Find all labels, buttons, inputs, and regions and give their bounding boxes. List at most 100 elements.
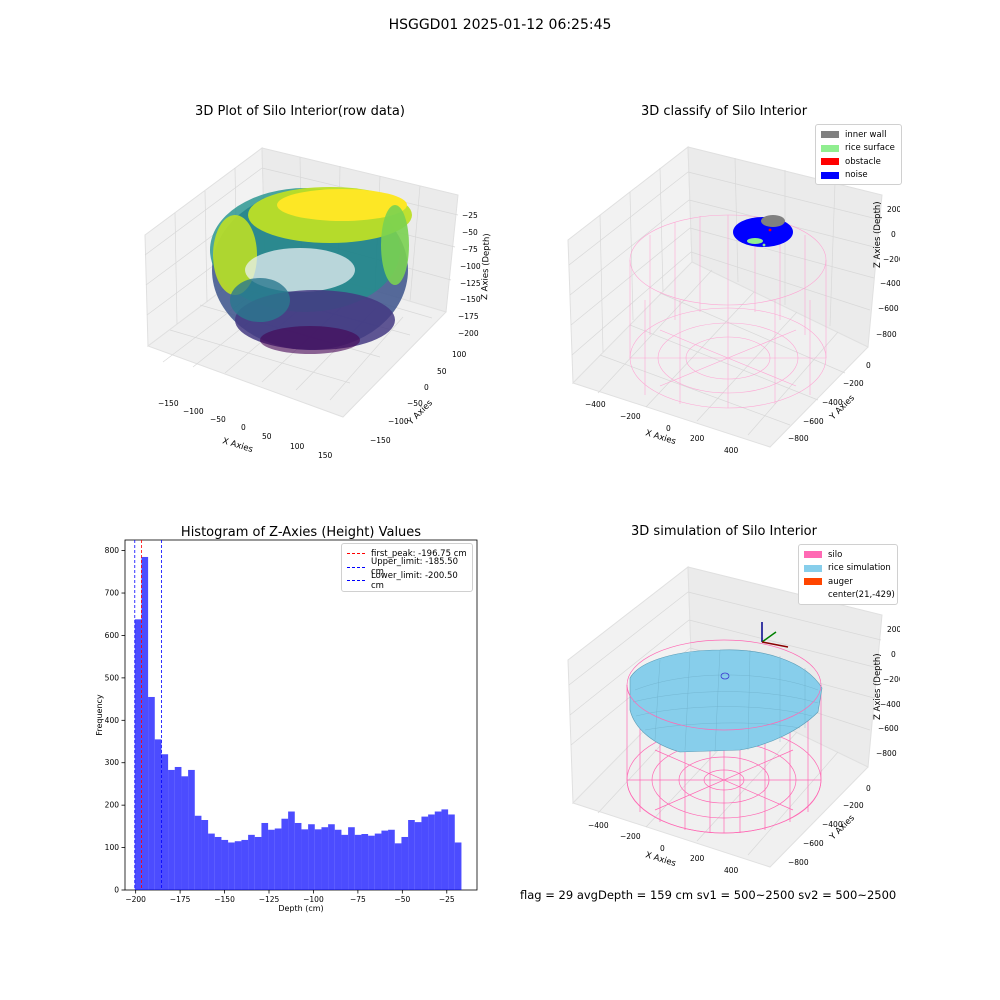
histogram-y-label: Frequency xyxy=(95,694,104,736)
raw-xtick: −150 xyxy=(158,399,179,408)
sim-ztick: −200 xyxy=(883,675,900,684)
sim-xtick: −200 xyxy=(620,832,641,841)
histogram-ytick-label: 600 xyxy=(105,631,120,640)
raw-ytick: −50 xyxy=(407,399,423,408)
classify-xtick: 200 xyxy=(690,434,705,443)
raw-x-label: X Axies xyxy=(221,436,254,455)
histogram-x-label: Depth (cm) xyxy=(278,904,323,913)
raw-point-cloud xyxy=(210,187,412,354)
raw-y-ticks: 100 50 0 −50 −100 −150 xyxy=(370,350,467,445)
legend-item-noise: noise xyxy=(821,169,896,183)
raw-xtick: −100 xyxy=(183,407,204,416)
legend-item-first-peak: first_peak: -196.75 cm xyxy=(347,547,467,561)
sim-silo-front xyxy=(626,684,822,834)
histogram-bar xyxy=(394,843,402,890)
histogram-bar xyxy=(148,696,155,890)
classify-xtick: −400 xyxy=(585,400,606,409)
histogram-bar xyxy=(308,824,315,890)
histogram-bar xyxy=(328,824,335,890)
sim-plot-title: 3D simulation of Silo Interior xyxy=(631,524,817,539)
histogram-xtick-label: −50 xyxy=(394,895,410,904)
classify-ztick: −600 xyxy=(878,304,899,313)
sim-ztick: −800 xyxy=(876,749,897,758)
histogram-bar xyxy=(321,827,329,890)
sim-xtick: 0 xyxy=(660,844,665,853)
classify-ytick: −200 xyxy=(843,379,864,388)
histogram-ytick-label: 700 xyxy=(105,589,120,598)
histogram-bar xyxy=(234,841,242,890)
sim-x-label: X Axies xyxy=(644,850,677,869)
histogram-bar xyxy=(241,839,249,890)
sim-ytick: −800 xyxy=(788,858,809,867)
histogram-title: Histogram of Z-Axies (Height) Values xyxy=(181,525,421,540)
classify-plot-3d: −400 −200 0 200 400 X Axies 0 −200 −400 … xyxy=(567,146,900,455)
classify-z-ticks: 200 0 −200 −400 −600 −800 xyxy=(876,205,900,339)
histogram-bar xyxy=(334,829,342,890)
histogram-xtick-label: −175 xyxy=(170,895,191,904)
raw-ztick: −50 xyxy=(462,228,478,237)
classify-ytick: 0 xyxy=(866,361,871,370)
histogram-bar xyxy=(341,834,349,890)
histogram-chart: Histogram of Z-Axies (Height) Values −20… xyxy=(95,525,478,913)
histogram-ytick-label: 400 xyxy=(105,716,120,725)
raw-z-ticks: −25 −50 −75 −100 −125 −150 −175 −200 xyxy=(458,211,481,338)
classify-x-ticks: −400 −200 0 200 400 xyxy=(585,400,739,455)
raw-xtick: 50 xyxy=(262,432,272,441)
raw-ztick: −200 xyxy=(458,329,479,338)
sim-legend: silo rice simulation auger center(21,-42… xyxy=(798,544,898,605)
classify-xtick: −200 xyxy=(620,412,641,421)
histogram-ytick-label: 800 xyxy=(105,546,120,555)
histogram-bar xyxy=(174,766,182,890)
classify-xtick: 400 xyxy=(724,446,739,455)
histogram-bar xyxy=(421,816,429,890)
histogram-bar xyxy=(381,830,389,890)
histogram-bar xyxy=(268,829,275,890)
histogram-legend: first_peak: -196.75 cm Upper_limit: -185… xyxy=(341,543,473,592)
histogram-bar xyxy=(261,822,269,890)
raw-ytick: 50 xyxy=(437,367,447,376)
status-line: flag = 29 avgDepth = 159 cm sv1 = 500~25… xyxy=(520,888,897,902)
classify-points xyxy=(733,215,793,247)
histogram-bar xyxy=(254,836,262,890)
histogram-bar xyxy=(361,834,369,890)
raw-plot-3d: −150 −100 −50 0 50 100 150 X Axies 100 5… xyxy=(144,147,492,460)
raw-xtick: 150 xyxy=(318,451,333,460)
histogram-bar xyxy=(208,833,215,890)
raw-ztick: −150 xyxy=(460,295,481,304)
sim-ytick: −200 xyxy=(843,801,864,810)
raw-z-label: Z Axies (Depth) xyxy=(480,233,492,300)
sim-xtick: 200 xyxy=(690,854,705,863)
raw-ztick: −125 xyxy=(460,279,481,288)
sim-z-ticks: 200 0 −200 −400 −600 −800 xyxy=(876,625,900,758)
raw-ztick: −25 xyxy=(462,211,478,220)
raw-ztick: −175 xyxy=(458,312,479,321)
sim-ztick: −400 xyxy=(880,700,900,709)
classify-ztick: −400 xyxy=(880,279,900,288)
legend-item-silo: silo xyxy=(804,548,892,562)
histogram-bar xyxy=(301,829,309,890)
histogram-bar xyxy=(414,822,422,890)
classify-ytick: −400 xyxy=(822,398,843,407)
legend-item-center: center(21,-429) xyxy=(828,590,895,601)
sim-rice-mesh xyxy=(632,649,819,753)
legend-item-rice-simulation: rice simulation xyxy=(804,562,892,576)
raw-x-ticks: −150 −100 −50 0 50 100 150 xyxy=(158,399,333,460)
histogram-x-ticks: −200 −175 −150 −125 −100 −75 −50 −25 xyxy=(125,890,455,904)
sim-x-ticks: −400 −200 0 200 400 xyxy=(588,821,739,875)
classify-ztick: 0 xyxy=(891,230,896,239)
raw-ztick: −75 xyxy=(462,245,478,254)
sim-ytick: −400 xyxy=(822,820,843,829)
histogram-bar xyxy=(288,811,295,890)
histogram-bar xyxy=(228,842,235,890)
classify-ztick: −200 xyxy=(883,255,900,264)
histogram-bar xyxy=(201,820,209,890)
histogram-bar xyxy=(368,835,375,890)
histogram-bar xyxy=(168,769,175,890)
raw-xtick: −50 xyxy=(210,415,226,424)
classify-ytick: −800 xyxy=(788,434,809,443)
sim-ztick: 200 xyxy=(887,625,900,634)
legend-item-inner-wall: inner wall xyxy=(821,128,896,142)
histogram-xtick-label: −100 xyxy=(303,895,324,904)
raw-ytick: −100 xyxy=(388,417,409,426)
classify-ztick: 200 xyxy=(887,205,900,214)
